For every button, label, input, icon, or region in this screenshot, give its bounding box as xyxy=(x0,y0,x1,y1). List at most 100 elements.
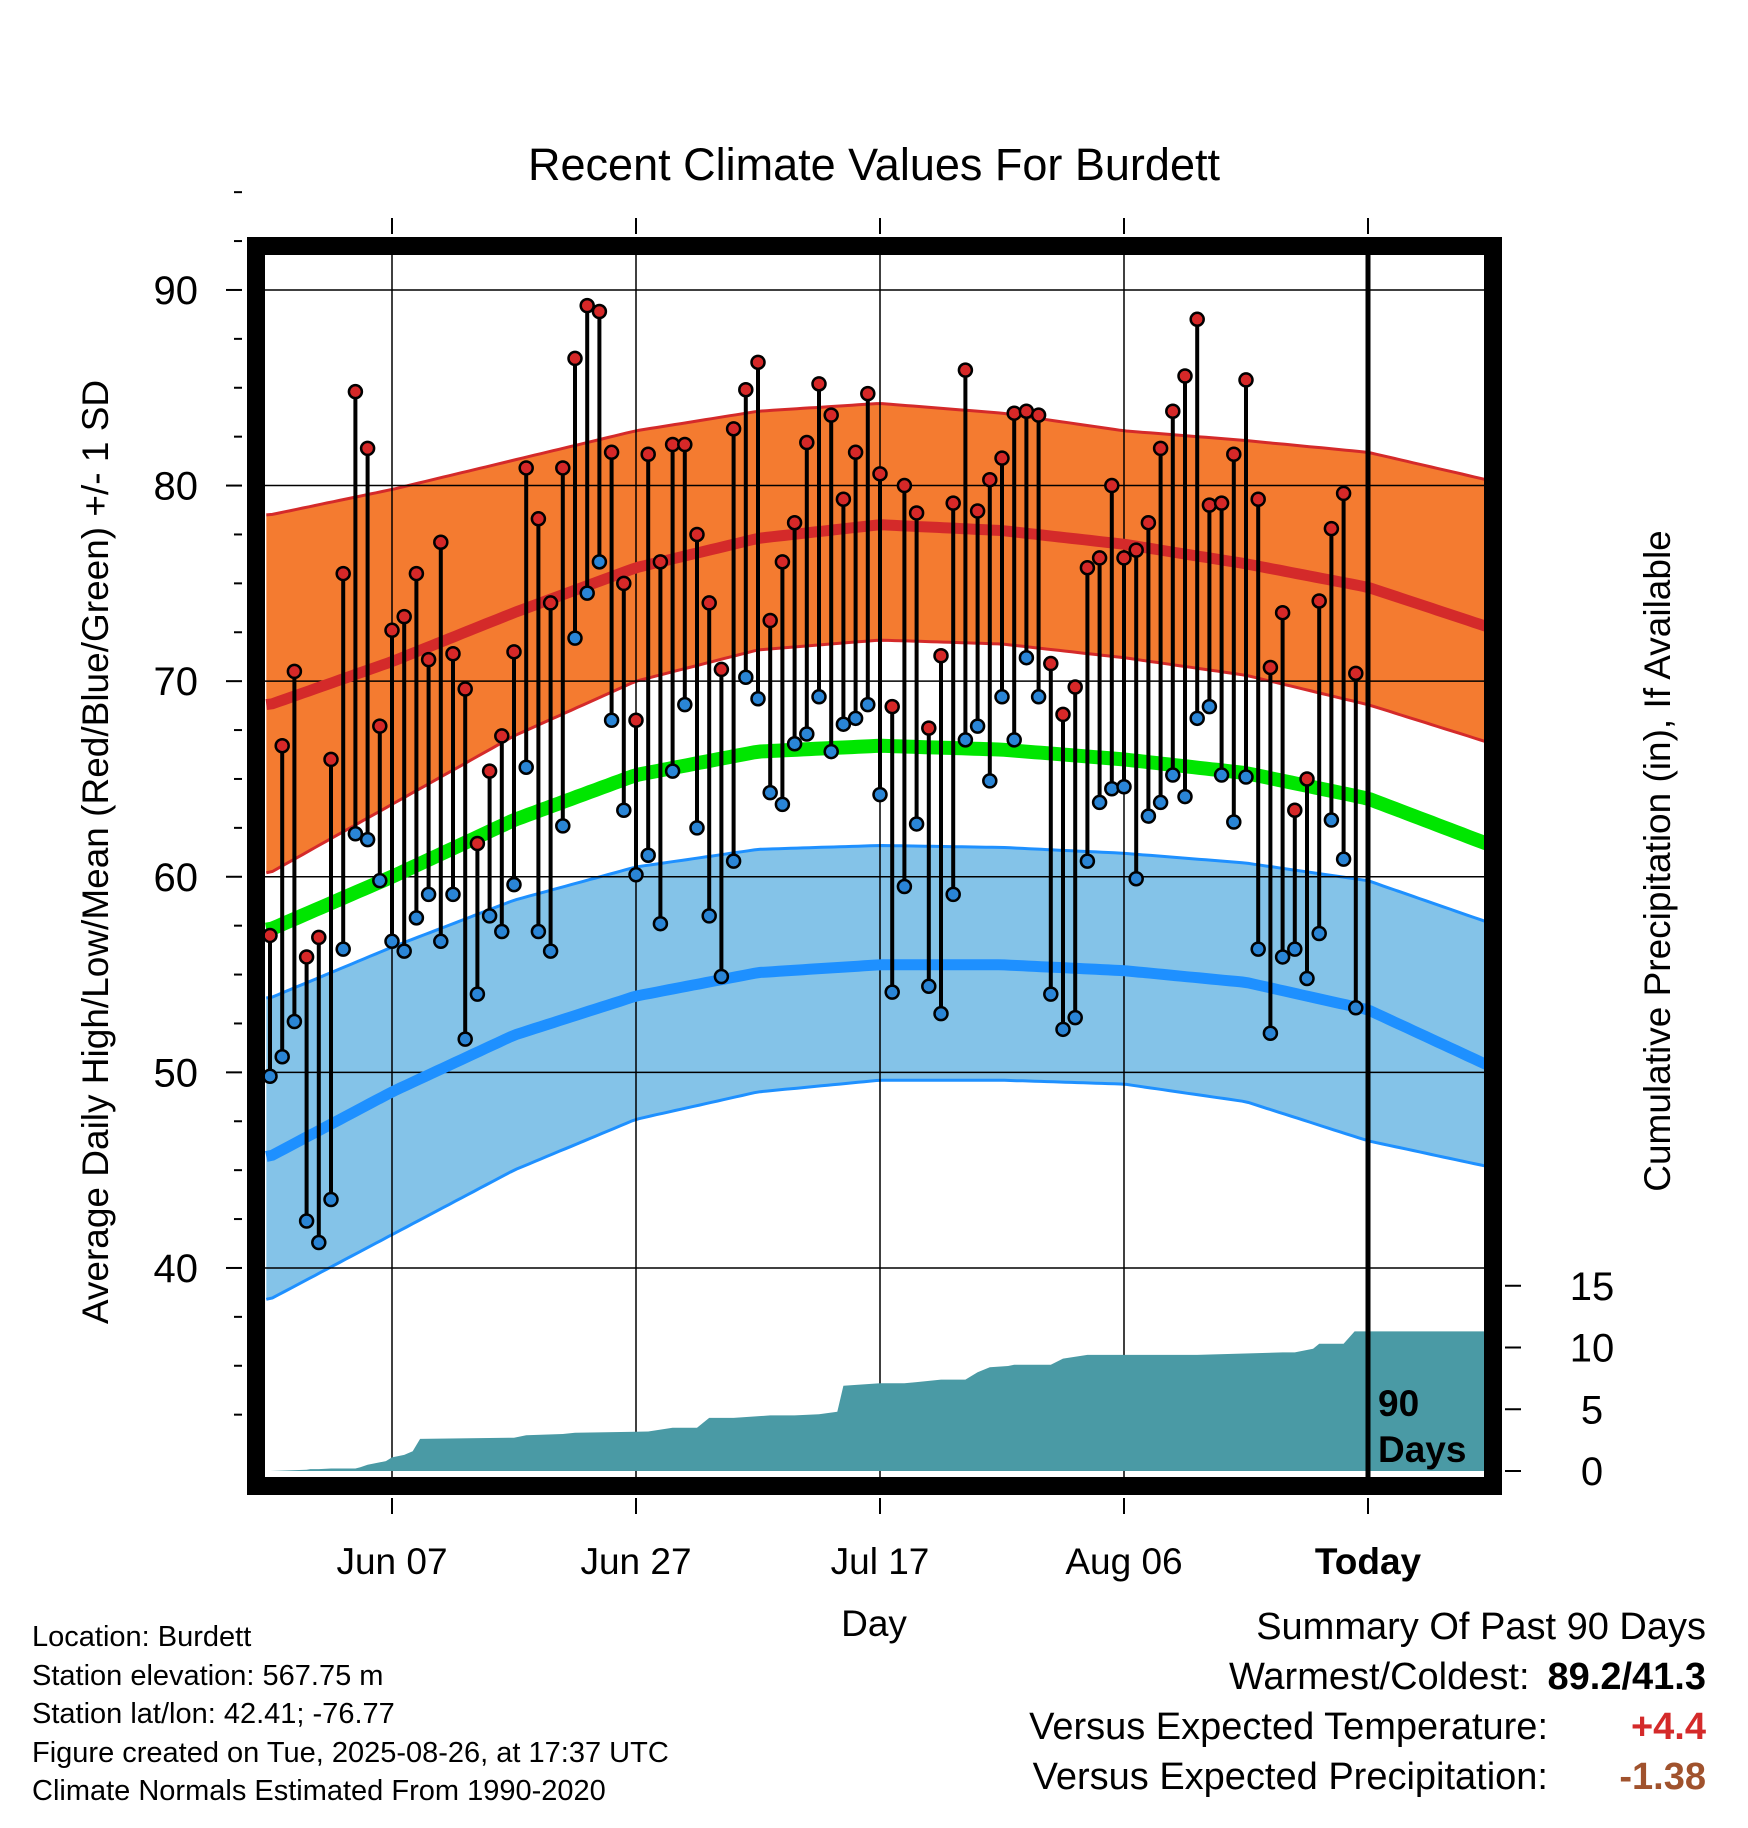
daily-low-point xyxy=(811,689,827,705)
daily-high-point xyxy=(774,554,791,570)
summary-temp: Versus Expected Temperature: +4.4 xyxy=(1029,1702,1706,1752)
daily-high-point xyxy=(652,554,669,570)
daily-low-point xyxy=(1201,698,1218,715)
daily-low-point xyxy=(1189,710,1205,727)
daily-high-point xyxy=(994,450,1010,466)
daily-low-point xyxy=(481,908,498,924)
y2-axis-label: Cumulative Precipitation (in), If Availa… xyxy=(1637,530,1678,1192)
daily-low-point xyxy=(567,630,583,646)
daily-high-point xyxy=(372,718,388,734)
location-text: Location: Burdett xyxy=(32,1621,252,1653)
x-tick-label: Aug 06 xyxy=(1065,1541,1182,1582)
daily-low-point xyxy=(384,933,400,950)
summary-title: Summary Of Past 90 Days xyxy=(1256,1606,1706,1648)
daily-low-point xyxy=(628,867,644,883)
daily-high-point xyxy=(1128,542,1144,558)
daily-low-point xyxy=(664,763,681,779)
daily-low-point xyxy=(542,943,559,959)
daily-low-point xyxy=(591,554,608,570)
daily-high-point xyxy=(567,350,583,367)
daily-low-point xyxy=(738,669,754,685)
daily-high-point xyxy=(969,503,986,519)
daily-low-point xyxy=(1274,949,1291,965)
daily-low-point xyxy=(1177,788,1193,805)
daily-high-point xyxy=(713,661,730,678)
daily-high-point xyxy=(921,720,937,736)
daily-high-point xyxy=(628,712,644,729)
daily-low-point xyxy=(286,1013,303,1030)
daily-low-point xyxy=(457,1031,473,1047)
daily-low-point xyxy=(518,759,534,775)
daily-low-point xyxy=(1018,649,1035,666)
daily-low-point xyxy=(311,1234,327,1251)
chart-title: Recent Climate Values For Burdett xyxy=(528,139,1220,190)
daily-low-point xyxy=(396,943,412,959)
daily-low-point xyxy=(1311,925,1327,942)
daily-high-point xyxy=(1091,550,1108,566)
daily-high-point xyxy=(677,436,693,453)
daily-low-point xyxy=(994,689,1010,705)
daily-high-point xyxy=(481,763,498,779)
daily-low-point xyxy=(762,784,778,801)
daily-high-point xyxy=(603,444,620,461)
low-sd-band-lower-edge xyxy=(265,1078,1487,1301)
daily-low-point xyxy=(579,585,595,601)
daily-high-point xyxy=(457,681,473,697)
daily-high-point xyxy=(445,646,461,662)
daily-high-point xyxy=(591,303,608,320)
daily-low-point xyxy=(335,941,351,957)
x-tick-label: Jun 07 xyxy=(336,1541,447,1582)
daily-high-point xyxy=(274,737,290,754)
daily-low-point xyxy=(1030,689,1047,705)
normal-high-line xyxy=(265,519,1489,711)
latlon-text: Station lat/lon: 42.41; -76.77 xyxy=(32,1698,395,1730)
daily-low-point xyxy=(408,910,425,926)
temp-value: +4.4 xyxy=(1630,1706,1706,1748)
x-tick-label: Jul 17 xyxy=(831,1541,930,1582)
daily-high-point xyxy=(347,383,364,400)
daily-low-point xyxy=(835,716,852,732)
daily-high-point xyxy=(725,421,742,437)
daily-low-point xyxy=(298,1213,315,1229)
daily-high-point xyxy=(579,297,595,314)
daily-high-point xyxy=(640,446,656,463)
daily-low-point xyxy=(823,743,839,760)
daily-low-point xyxy=(677,696,693,713)
daily-low-point xyxy=(921,978,937,995)
daily-high-point xyxy=(701,595,717,611)
daily-high-point xyxy=(1043,655,1059,672)
daily-high-point xyxy=(1116,550,1132,566)
precip-area xyxy=(270,1331,1487,1471)
daily-high-point xyxy=(1299,771,1315,787)
daily-low-point xyxy=(1067,1009,1083,1026)
daily-high-point xyxy=(933,647,949,664)
elevation-text: Station elevation: 567.75 m xyxy=(32,1659,384,1692)
daily-high-point xyxy=(945,495,961,511)
daily-low-point xyxy=(725,853,742,869)
daily-high-point xyxy=(957,362,974,378)
daily-low-point xyxy=(603,712,620,729)
daily-high-point xyxy=(750,354,766,371)
daily-high-point xyxy=(396,608,412,625)
precip-value: -1.38 xyxy=(1619,1756,1706,1798)
daily-low-point xyxy=(945,886,961,903)
daily-low-point xyxy=(1335,851,1352,867)
daily-high-point xyxy=(1104,477,1120,494)
daily-high-point xyxy=(908,505,925,521)
daily-low-point xyxy=(1140,808,1157,824)
y2-tick-label-15: 15 xyxy=(1570,1265,1615,1309)
daily-low-point xyxy=(347,825,364,842)
daily-high-point xyxy=(1250,491,1266,508)
daily-high-point xyxy=(835,491,852,508)
daily-high-point xyxy=(799,434,815,451)
daily-low-point xyxy=(847,710,864,727)
y-tick-label-60: 60 xyxy=(154,856,199,900)
daily-high-point xyxy=(1226,446,1242,463)
daily-markers xyxy=(262,297,1364,1251)
y-axis-label: Average Daily High/Low/Mean (Red/Blue/Gr… xyxy=(75,380,116,1324)
daily-high-point xyxy=(884,698,900,715)
daily-low-point xyxy=(1262,1025,1279,1041)
x-axis-label: Day xyxy=(841,1603,907,1644)
daily-high-point xyxy=(762,612,778,629)
daily-high-point xyxy=(1311,593,1327,609)
